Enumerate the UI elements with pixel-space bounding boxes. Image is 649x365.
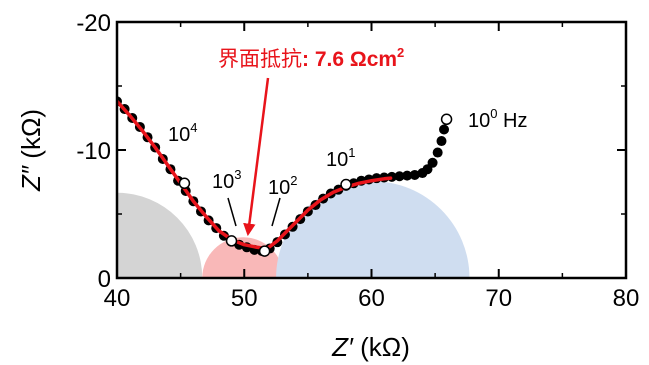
interface-resistance-label: 界面抵抗: 7.6 Ωcm2 xyxy=(218,45,404,71)
data-point xyxy=(427,157,438,168)
interface-resistance-exp: 2 xyxy=(397,45,404,60)
freq-label-1e1-exp: 1 xyxy=(348,145,355,160)
y-axis-title-unit: (kΩ) xyxy=(16,109,46,166)
freq-label-1e0-exp: 0 xyxy=(490,106,497,121)
open-marker xyxy=(340,178,352,191)
frequency-marker-points xyxy=(178,113,453,257)
freq-label-1e0-base: 10 xyxy=(468,110,490,132)
y-tick-label: -10 xyxy=(76,138,111,165)
open-marker xyxy=(225,235,238,247)
open-marker xyxy=(178,177,191,190)
open-marker xyxy=(440,113,453,126)
y-axis-title: Z″ (kΩ) xyxy=(16,109,46,192)
data-point xyxy=(394,171,405,182)
equivalent-circuit-semicircles xyxy=(117,181,470,278)
x-tick-label: 70 xyxy=(485,285,512,312)
y-axis-ticks: 0 -10 -20 xyxy=(76,10,626,293)
open-marker xyxy=(258,245,271,257)
data-point xyxy=(402,170,413,181)
data-point xyxy=(436,136,447,147)
data-point xyxy=(432,147,443,158)
freq-label-1e3-exp: 3 xyxy=(234,167,241,182)
freq-label-1e1-base: 10 xyxy=(326,149,348,171)
y-axis-title-var: Z″ xyxy=(16,165,46,192)
x-tick-label: 50 xyxy=(231,285,258,312)
freq-label-1e3: 103 xyxy=(212,167,241,193)
x-tick-label: 40 xyxy=(104,285,131,312)
semicircle-blue xyxy=(276,181,470,278)
freq-label-1e4-exp: 4 xyxy=(190,120,197,135)
data-point xyxy=(409,169,420,180)
freq-label-1e4-base: 10 xyxy=(168,124,190,146)
x-axis-ticks: 40 50 60 70 80 xyxy=(104,22,640,312)
interface-resistance-text: 界面抵抗 xyxy=(218,48,302,71)
y-tick-label: -20 xyxy=(76,10,111,37)
freq-label-1e1: 101 xyxy=(326,145,355,171)
leader-line-1e2 xyxy=(271,197,281,227)
x-axis-title-var: Z′ xyxy=(331,332,354,362)
freq-label-1e2-exp: 2 xyxy=(290,173,297,188)
frequency-leader-lines xyxy=(227,197,281,227)
x-axis-title-unit: (kΩ) xyxy=(353,332,410,362)
freq-label-1e0: 100 Hz xyxy=(468,106,527,132)
x-tick-label: 60 xyxy=(358,285,385,312)
data-point xyxy=(439,124,450,135)
x-tick-label: 80 xyxy=(613,285,640,312)
x-axis-title: Z′ (kΩ) xyxy=(331,332,410,362)
interface-resistance-arrow xyxy=(243,77,270,237)
interface-resistance-value: : 7.6 Ωcm xyxy=(302,48,397,71)
freq-label-1e4: 104 xyxy=(168,120,197,146)
freq-label-1e0-unit: Hz xyxy=(497,110,527,132)
freq-label-1e2-base: 10 xyxy=(268,177,290,199)
leader-line-1e3 xyxy=(227,197,237,227)
freq-label-1e2: 102 xyxy=(268,173,297,199)
freq-label-1e3-base: 10 xyxy=(212,171,234,193)
semicircle-grey xyxy=(117,192,203,278)
y-tick-label: 0 xyxy=(98,266,111,293)
